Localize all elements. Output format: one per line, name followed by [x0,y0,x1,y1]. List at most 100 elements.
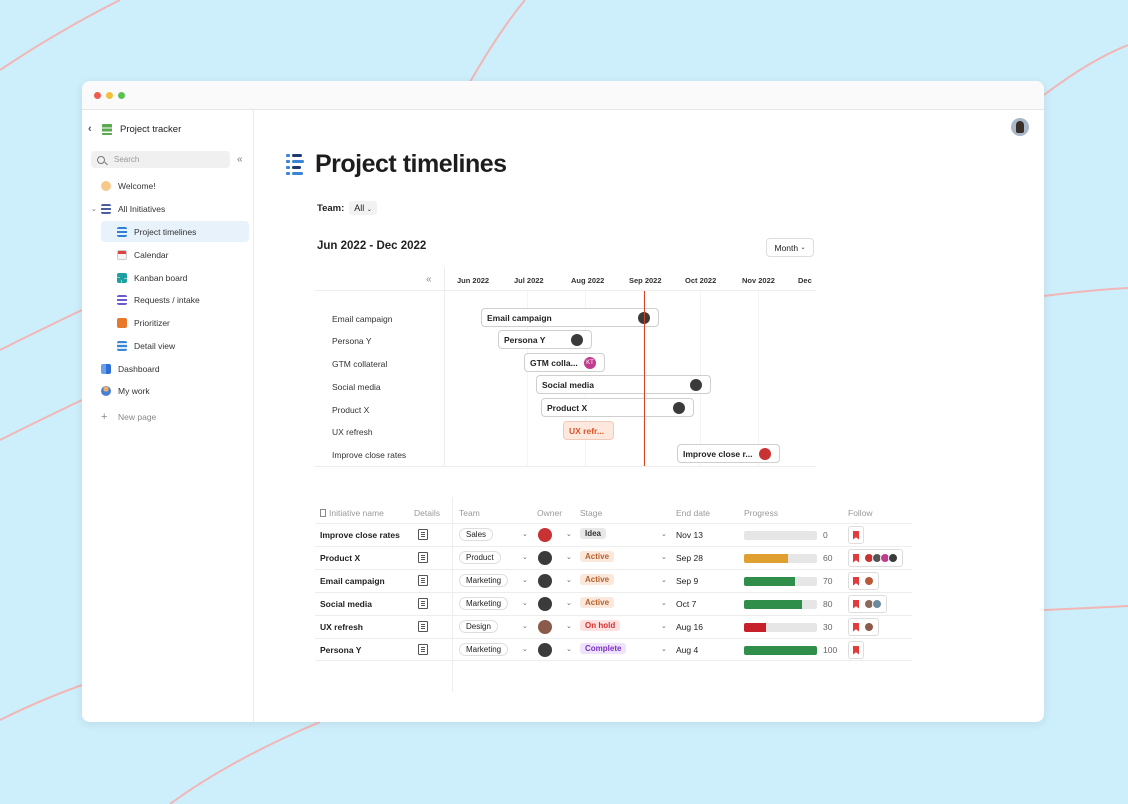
table-row[interactable]: Improve close rates Sales ⌄ ⌄ Idea ⌄ Nov… [315,523,912,546]
sidebar-item-all-initiatives[interactable]: All Initiatives [101,198,249,219]
new-page-button[interactable]: + New page [101,406,249,427]
table-row[interactable]: UX refresh Design ⌄ ⌄ On hold ⌄ Aug 16 3… [315,615,912,638]
owner-avatar[interactable] [538,528,552,542]
sidebar-item-project-timelines[interactable]: Project timelines [101,221,249,242]
follow-button[interactable] [848,526,864,544]
sidebar-item-dashboard[interactable]: Dashboard [101,358,249,379]
sidebar-item-my-work[interactable]: My work [101,380,249,401]
chevron-down-icon[interactable]: ⌄ [566,554,572,561]
end-date[interactable]: Aug 4 [676,645,699,655]
follow-button[interactable] [848,549,903,567]
details-icon[interactable] [418,552,428,563]
table-row[interactable]: Persona Y Marketing ⌄ ⌄ Complete ⌄ Aug 4… [315,638,912,661]
table-row[interactable]: Product X Product ⌄ ⌄ Active ⌄ Sep 28 60 [315,546,912,569]
chevron-down-icon[interactable]: ⌄ [661,531,667,538]
follow-button[interactable] [848,572,879,590]
chevron-down-icon[interactable]: ⌄ [566,577,572,584]
chevron-down-icon[interactable]: ⌄ [661,646,667,653]
column-header[interactable]: End date [676,508,711,518]
user-avatar[interactable] [1011,118,1029,136]
stage-badge[interactable]: Active [580,597,615,608]
chevron-down-icon[interactable]: ⌄ [522,531,528,538]
stage-badge[interactable]: Idea [580,528,607,539]
chevron-down-icon[interactable]: ⌄ [522,646,528,653]
column-header[interactable]: Progress [744,508,779,518]
stage-badge[interactable]: Active [580,574,615,585]
stage-badge[interactable]: Complete [580,643,627,654]
collapse-icon[interactable]: « [426,274,432,285]
chevron-down-icon[interactable]: ⌄ [566,600,572,607]
collapse-sidebar-icon[interactable]: « [237,154,243,165]
progress-value: 60 [823,553,833,563]
end-date[interactable]: Oct 7 [676,599,697,609]
table-row[interactable]: Social media Marketing ⌄ ⌄ Active ⌄ Oct … [315,592,912,615]
chevron-down-icon[interactable]: ⌄ [661,623,667,630]
details-icon[interactable] [418,575,428,586]
chevron-down-icon[interactable]: ⌄ [522,600,528,607]
column-header[interactable]: Stage [580,508,603,518]
chevron-down-icon[interactable]: ⌄ [522,577,528,584]
timeline-bar[interactable]: Email campaign [481,308,659,327]
timeline-bar[interactable]: GTM colla... KT [524,353,605,372]
search-icon [97,155,105,164]
chevron-down-icon[interactable]: ⌄ [522,554,528,561]
follow-button[interactable] [848,618,879,636]
initiative-name: Improve close rates [320,530,400,540]
chevron-left-icon[interactable]: ‹ [88,123,92,135]
column-header[interactable]: Team [459,508,480,518]
timeline-bar[interactable]: Product X [541,398,694,417]
team-select[interactable]: Sales [459,528,494,541]
minimize-window-button[interactable] [106,92,113,99]
end-date[interactable]: Aug 16 [676,622,703,632]
close-window-button[interactable] [94,92,101,99]
end-date[interactable]: Sep 28 [676,553,703,563]
owner-avatar[interactable] [538,574,552,588]
details-icon[interactable] [418,644,428,655]
sidebar-item-detail-view[interactable]: Detail view [101,335,249,356]
chevron-down-icon[interactable]: ⌄ [566,531,572,538]
team-select[interactable]: Marketing [459,597,509,610]
stage-badge[interactable]: On hold [580,620,621,631]
chevron-down-icon[interactable]: ⌄ [661,577,667,584]
timeline-bar[interactable]: Social media [536,375,711,394]
sidebar-item-welcome[interactable]: Welcome! [101,175,249,196]
team-select[interactable]: Design [459,620,498,633]
end-date[interactable]: Nov 13 [676,530,703,540]
details-icon[interactable] [418,529,428,540]
team-select[interactable]: Marketing [459,574,509,587]
column-header[interactable]: Details [414,508,440,518]
stage-badge[interactable]: Active [580,551,615,562]
column-header[interactable]: Follow [848,508,873,518]
end-date[interactable]: Sep 9 [676,576,699,586]
follow-button[interactable] [848,595,887,613]
timeline-bar[interactable]: UX refr... [563,421,614,440]
sidebar-item-calendar[interactable]: Calendar [101,244,249,265]
chevron-down-icon[interactable]: ⌄ [91,206,97,213]
owner-avatar[interactable] [538,551,552,565]
sidebar-item-requests-intake[interactable]: Requests / intake [101,289,249,310]
owner-avatar[interactable] [538,643,552,657]
table-row[interactable]: Email campaign Marketing ⌄ ⌄ Active ⌄ Se… [315,569,912,592]
search-input[interactable]: Search [91,151,230,168]
view-mode-select[interactable]: Month ⌄ [766,238,814,257]
chevron-down-icon[interactable]: ⌄ [661,600,667,607]
sidebar-item-prioritizer[interactable]: Prioritizer [101,312,249,333]
sidebar-item-kanban-board[interactable]: Kanban board [101,267,249,288]
details-icon[interactable] [418,598,428,609]
chevron-down-icon[interactable]: ⌄ [566,646,572,653]
timeline-bar[interactable]: Improve close r... [677,444,780,463]
chevron-down-icon[interactable]: ⌄ [661,554,667,561]
follow-button[interactable] [848,641,864,659]
column-header[interactable]: Initiative name [320,508,384,518]
chevron-down-icon[interactable]: ⌄ [566,623,572,630]
team-filter-select[interactable]: All ⌄ [349,201,377,215]
column-header[interactable]: Owner [537,508,563,518]
chevron-down-icon[interactable]: ⌄ [522,623,528,630]
maximize-window-button[interactable] [118,92,125,99]
owner-avatar[interactable] [538,620,552,634]
owner-avatar[interactable] [538,597,552,611]
timeline-bar[interactable]: Persona Y [498,330,592,349]
team-select[interactable]: Product [459,551,501,564]
details-icon[interactable] [418,621,428,632]
team-select[interactable]: Marketing [459,643,509,656]
